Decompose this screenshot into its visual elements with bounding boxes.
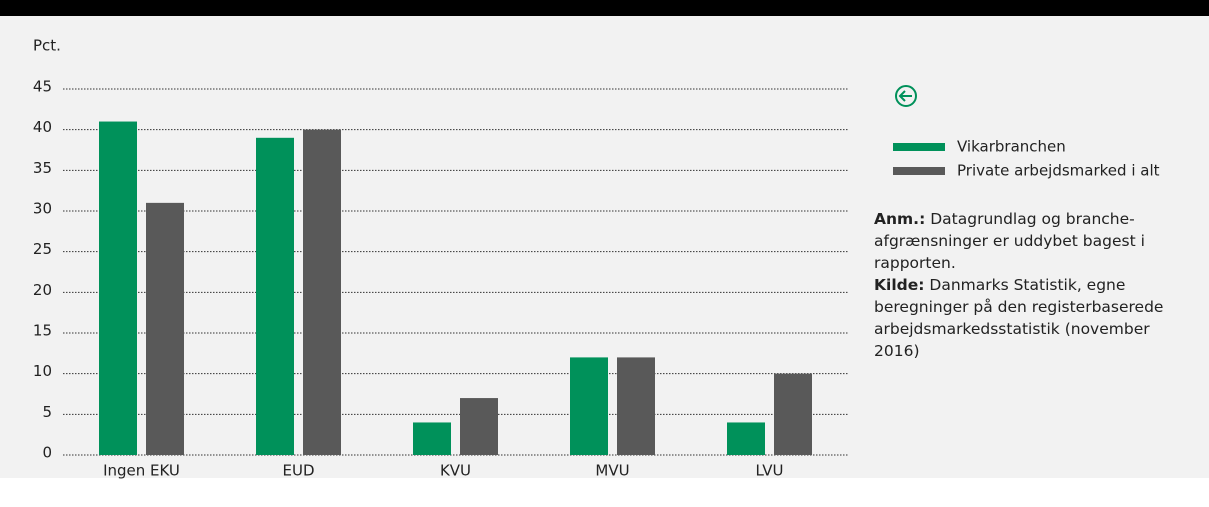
bar [727, 422, 765, 455]
bar [303, 129, 341, 455]
legend-label: Private arbejdsmarked i alt [957, 162, 1160, 180]
note: Kilde: Danmarks Statistik, egne beregnin… [874, 274, 1194, 362]
note-label: Anm.: [874, 210, 926, 228]
y-tick-label: 0 [42, 444, 52, 462]
y-tick-label: 10 [33, 362, 52, 380]
bar [617, 357, 655, 455]
bar [99, 121, 137, 456]
legend-label: Vikarbranchen [957, 138, 1066, 156]
x-tick-label: EUD [282, 462, 314, 480]
x-tick-label: LVU [756, 462, 784, 480]
back-icon[interactable] [895, 85, 917, 107]
y-tick-label: 25 [33, 240, 52, 258]
legend-swatch [893, 167, 945, 175]
bar [570, 357, 608, 455]
y-tick-label: 20 [33, 281, 52, 299]
y-tick-label: 45 [33, 78, 52, 96]
bar [413, 422, 451, 455]
y-axis-label: Pct. [33, 37, 61, 55]
y-tick-label: 35 [33, 159, 52, 177]
note-text: Danmarks Statistik, egne beregninger på … [874, 276, 1164, 360]
note-text: Datagrundlag og branche-afgrænsninger er… [874, 210, 1145, 272]
bar [256, 137, 294, 456]
y-tick-label: 15 [33, 322, 52, 340]
bar [774, 373, 812, 455]
x-tick-label: KVU [440, 462, 471, 480]
y-tick-label: 30 [33, 200, 52, 218]
top-bar [0, 0, 1209, 16]
y-tick-label: 5 [42, 403, 52, 421]
bar [146, 202, 184, 455]
y-tick-label: 40 [33, 118, 52, 136]
bar [460, 398, 498, 455]
note-label: Kilde: [874, 276, 925, 294]
x-tick-label: Ingen EKU [103, 462, 180, 480]
notes: Anm.: Datagrundlag og branche-afgrænsnin… [874, 208, 1194, 362]
note: Anm.: Datagrundlag og branche-afgrænsnin… [874, 208, 1194, 274]
x-tick-label: MVU [595, 462, 629, 480]
legend-swatch [893, 143, 945, 151]
